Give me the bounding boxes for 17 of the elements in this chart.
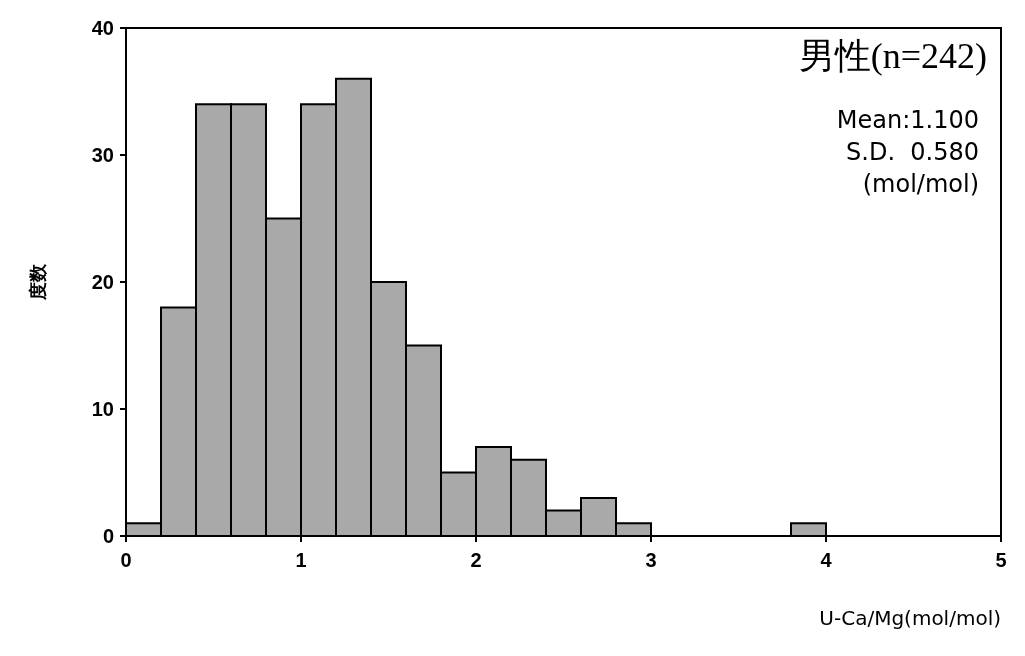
annotation: 男性(n=242) [798, 36, 987, 76]
annotation: S.D. 0.580 [846, 138, 979, 166]
x-tick-label: 4 [820, 549, 833, 571]
y-tick-label: 10 [91, 398, 114, 420]
x-tick-label: 3 [645, 549, 657, 571]
x-tick-label: 2 [470, 549, 482, 571]
x-tick-label: 0 [120, 549, 132, 571]
x-axis-title: U-Ca/Mg(mol/mol) [819, 606, 1001, 630]
x-tick-label: 1 [295, 549, 307, 571]
y-tick-label: 30 [91, 144, 114, 166]
y-axis-title: 度数 [26, 263, 48, 301]
annotation: Mean:1.100 [836, 106, 979, 134]
y-tick-label: 0 [102, 525, 114, 547]
y-tick-label: 20 [91, 271, 114, 293]
annotation: (mol/mol) [862, 170, 980, 198]
x-tick-label: 5 [995, 549, 1007, 571]
y-tick-label: 40 [91, 17, 114, 39]
